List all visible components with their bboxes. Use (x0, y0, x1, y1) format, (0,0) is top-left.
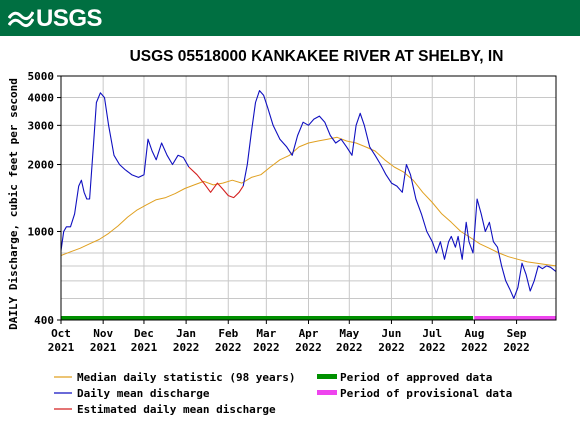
x-tick-label: Dec (134, 327, 154, 340)
legend-label-0: Median daily statistic (98 years) (77, 371, 296, 384)
x-tick-label: 2021 (48, 341, 75, 354)
x-tick-label: 2022 (336, 341, 363, 354)
x-tick-label: 2022 (503, 341, 530, 354)
usgs-logo: USGS (8, 5, 103, 33)
series-line-3 (242, 90, 557, 299)
y-axis-label: DAILY Discharge, cubic feet per second (7, 78, 20, 330)
y-tick-label: 2000 (28, 159, 55, 172)
series-line-2 (188, 166, 244, 199)
usgs-banner: USGS (0, 0, 580, 36)
x-tick-label: 2022 (253, 341, 280, 354)
legend-label-1: Period of approved data (340, 371, 492, 384)
y-tick-label: 400 (34, 314, 54, 327)
x-tick-label: 2021 (131, 341, 158, 354)
x-tick-label: Aug (464, 327, 484, 340)
x-tick-label: Feb (218, 327, 238, 340)
x-tick-label: 2022 (461, 341, 488, 354)
legend-label-3: Period of provisional data (340, 387, 512, 400)
x-tick-label: 2022 (215, 341, 242, 354)
x-tick-label: Oct (51, 327, 71, 340)
period-bar-0 (61, 316, 474, 320)
x-tick-label: Jun (382, 327, 402, 340)
chart-title: USGS 05518000 KANKAKEE RIVER AT SHELBY, … (130, 48, 504, 65)
y-tick-label: 3000 (28, 119, 55, 132)
x-tick-label: Apr (299, 327, 319, 340)
x-tick-label: Nov (93, 327, 113, 340)
logo-text: USGS (36, 5, 103, 32)
usgs-wave-icon (8, 11, 34, 28)
x-tick-label: 2022 (295, 341, 322, 354)
y-tick-label: 1000 (28, 225, 55, 238)
x-tick-label: 2022 (173, 341, 200, 354)
legend-swatch-1 (317, 374, 337, 379)
x-tick-label: May (339, 327, 359, 340)
x-tick-label: Jan (176, 327, 196, 340)
y-tick-label: 5000 (28, 70, 55, 83)
x-tick-label: 2022 (378, 341, 405, 354)
x-tick-label: 2021 (90, 341, 117, 354)
discharge-chart: USGS 05518000 KANKAKEE RIVER AT SHELBY, … (7, 48, 557, 416)
period-bar-1 (474, 316, 556, 320)
series-line-1 (60, 92, 190, 251)
x-tick-label: Mar (256, 327, 276, 340)
legend-swatch-3 (317, 390, 337, 395)
legend-label-4: Estimated daily mean discharge (77, 403, 276, 416)
y-tick-label: 4000 (28, 92, 55, 105)
legend-label-2: Daily mean discharge (77, 387, 210, 400)
x-tick-label: 2022 (419, 341, 446, 354)
x-tick-label: Jul (422, 327, 442, 340)
x-tick-label: Sep (507, 327, 527, 340)
